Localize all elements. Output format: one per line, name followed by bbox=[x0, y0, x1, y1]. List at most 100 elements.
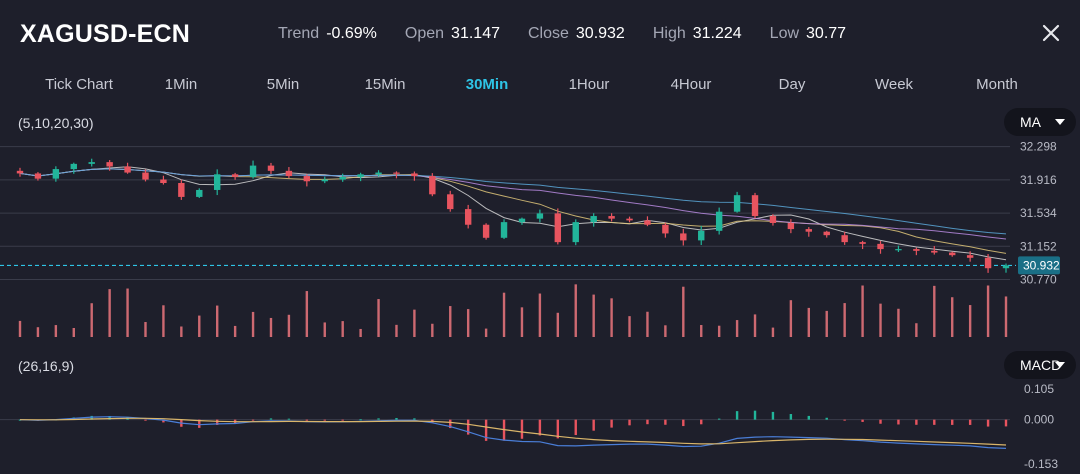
volume-bar bbox=[968, 305, 972, 337]
tab-4hour[interactable]: 4Hour bbox=[670, 76, 712, 93]
volume-bar bbox=[198, 315, 201, 337]
tab-week[interactable]: Week bbox=[874, 76, 914, 93]
candle-body bbox=[698, 230, 705, 241]
macd-hist-bar bbox=[646, 419, 649, 425]
tab-month[interactable]: Month bbox=[976, 76, 1018, 93]
macd-hist-bar bbox=[341, 419, 344, 421]
chart-header: XAGUSD-ECN Trend -0.69% Open 31.147 Close 3… bbox=[0, 0, 1080, 66]
ma-selector[interactable]: MA bbox=[1004, 108, 1076, 136]
macd-params-label: (26,16,9) bbox=[18, 358, 75, 374]
volume-bar bbox=[807, 307, 810, 337]
macd-hist-bar bbox=[449, 419, 452, 429]
ma-line bbox=[19, 168, 1007, 235]
volume-bar bbox=[341, 321, 344, 337]
stat-open: Open 31.147 bbox=[405, 25, 500, 43]
tab-5min[interactable]: 5Min bbox=[266, 76, 300, 93]
macd-hist-bar bbox=[700, 419, 703, 425]
macd-tick-label: 0.105 bbox=[1024, 382, 1054, 396]
macd-selector[interactable]: MACD bbox=[1004, 351, 1076, 379]
macd-hist-bar bbox=[968, 419, 972, 425]
close-button[interactable] bbox=[1040, 22, 1062, 44]
volume-bar bbox=[861, 285, 864, 337]
candle-body bbox=[913, 249, 920, 251]
macd-selector-label: MACD bbox=[1020, 357, 1062, 373]
stat-low: Low 30.77 bbox=[770, 25, 846, 43]
macd-hist-bar bbox=[413, 418, 416, 420]
macd-hist-bar bbox=[359, 419, 362, 421]
volume-bar bbox=[323, 322, 326, 337]
volume-bar bbox=[90, 303, 93, 337]
candle-body bbox=[805, 229, 812, 232]
candle-body bbox=[447, 194, 454, 210]
macd-hist-bar bbox=[915, 419, 918, 425]
stat-close: Close 30.932 bbox=[528, 25, 625, 43]
candle-body bbox=[949, 252, 956, 256]
macd-hist-bar bbox=[395, 418, 398, 420]
volume-bar bbox=[466, 309, 470, 337]
candle-body bbox=[966, 255, 974, 258]
candle-body bbox=[662, 224, 669, 234]
tab-day[interactable]: Day bbox=[778, 76, 806, 93]
candle-body bbox=[554, 213, 562, 243]
candle-body bbox=[321, 179, 328, 182]
stat-value: 31.224 bbox=[692, 25, 742, 42]
macd-hist-bar bbox=[735, 411, 739, 420]
tab-15min[interactable]: 15Min bbox=[364, 76, 406, 93]
macd-hist-bar bbox=[287, 418, 291, 420]
volume-bar bbox=[216, 305, 219, 337]
candle-body bbox=[751, 195, 759, 217]
candle-body bbox=[393, 172, 400, 174]
macd-hist-bar bbox=[682, 419, 685, 427]
stat-value: 30.932 bbox=[575, 25, 625, 42]
stat-value: -0.69% bbox=[326, 25, 377, 42]
macd-hist-bar bbox=[592, 419, 595, 431]
macd-hist-bar bbox=[753, 410, 757, 420]
volume-bar bbox=[251, 311, 255, 337]
candle-body bbox=[429, 176, 436, 195]
volume-bar bbox=[610, 298, 613, 337]
tab-30min[interactable]: 30Min bbox=[465, 76, 509, 93]
stat-high: High 31.224 bbox=[653, 25, 742, 43]
volume-bar bbox=[646, 311, 649, 337]
volume-bar bbox=[700, 325, 703, 337]
volume-bar bbox=[36, 327, 40, 337]
volume-bar bbox=[951, 297, 954, 337]
candle-body bbox=[142, 172, 149, 180]
volume-bar bbox=[413, 309, 416, 337]
candle-body bbox=[895, 249, 902, 251]
macd-hist-bar bbox=[269, 418, 273, 420]
candle-body bbox=[590, 216, 597, 223]
macd-hist-bar bbox=[574, 419, 577, 436]
tab-1min[interactable]: 1Min bbox=[164, 76, 198, 93]
volume-bar bbox=[933, 285, 936, 337]
candle-body bbox=[733, 195, 741, 212]
candle-body bbox=[178, 183, 185, 197]
macd-hist-bar bbox=[771, 411, 775, 420]
macd-hist-bar bbox=[1004, 419, 1008, 427]
macd-hist-bar bbox=[933, 419, 936, 425]
candle-body bbox=[608, 216, 615, 219]
volume-bar bbox=[789, 300, 793, 337]
symbol-title: XAGUSD-ECN bbox=[20, 20, 191, 48]
macd-hist-bar bbox=[305, 419, 309, 421]
price-tick-label: 31.534 bbox=[1020, 206, 1057, 220]
candlesticks bbox=[16, 158, 1010, 273]
candle-body bbox=[518, 218, 526, 223]
candle-body bbox=[106, 162, 113, 167]
macd-tick-label: -0.153 bbox=[1024, 457, 1058, 471]
tab-tick-chart[interactable]: Tick Chart bbox=[45, 76, 113, 93]
macd-hist-bar bbox=[951, 419, 954, 425]
macd-hist-bar bbox=[610, 419, 613, 428]
volume-bar bbox=[664, 325, 667, 337]
tab-1hour[interactable]: 1Hour bbox=[568, 76, 610, 93]
candle-body bbox=[644, 220, 651, 225]
volume-bar bbox=[162, 305, 165, 337]
macd-hist-bar bbox=[789, 414, 793, 420]
volume-bar bbox=[287, 314, 291, 337]
candle-body bbox=[249, 165, 257, 177]
candle-body bbox=[375, 172, 382, 175]
candle-body bbox=[769, 216, 777, 223]
macd-dif-line bbox=[19, 416, 1007, 449]
